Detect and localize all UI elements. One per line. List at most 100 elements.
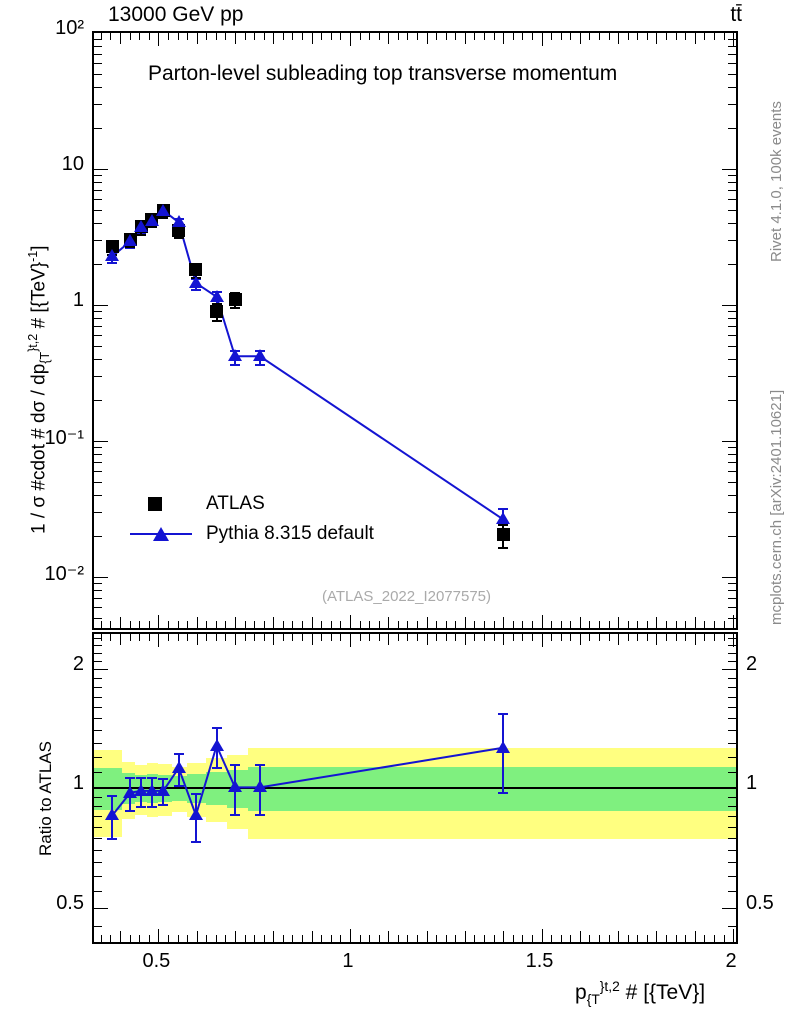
x-tick-top [512, 634, 514, 641]
ratio-data-point [209, 738, 224, 751]
x-tick-top [225, 33, 227, 40]
x-tick-top [512, 33, 514, 40]
x-tick-top [598, 33, 600, 40]
y-tick-right [728, 359, 736, 361]
x-tick-bottom [503, 931, 505, 942]
x-tick-top [273, 634, 275, 645]
pythia-data-point [156, 203, 171, 216]
error-cap-bottom [498, 547, 509, 550]
x-axis-title-sub: {T [586, 991, 600, 1008]
error-cap-top [211, 303, 222, 306]
x-tick-bottom [349, 929, 351, 942]
x-tick-bottom [704, 935, 706, 942]
x-tick-bottom [637, 935, 639, 942]
x-tick-top [464, 634, 466, 645]
x-tick-top [311, 33, 313, 44]
x-tick-top [349, 33, 351, 46]
x-tick-top [254, 634, 256, 641]
x-tick-top [637, 634, 639, 641]
x-tick-top [302, 33, 304, 40]
x-tick-top [397, 33, 399, 40]
legend-item-atlas[interactable]: ATLAS [130, 489, 374, 519]
x-tick-top [493, 33, 495, 40]
x-tick-bottom [598, 621, 600, 628]
x-tick-bottom [704, 621, 706, 628]
error-cap-top [498, 524, 509, 527]
ratio-line [111, 742, 504, 819]
pythia-data-point [123, 234, 138, 247]
ratio-y-tick-left [94, 907, 108, 909]
x-tick-top [541, 33, 543, 46]
x-tick-top [369, 634, 371, 641]
x-tick-bottom [608, 935, 610, 942]
x-tick-top [656, 33, 658, 44]
x-tick-bottom [551, 935, 553, 942]
ratio-y-minor-tick-right [728, 687, 736, 689]
legend-item-pythia[interactable]: Pythia 8.315 default [130, 519, 374, 549]
ratio-plot-frame [92, 632, 738, 944]
x-tick-top [484, 634, 486, 641]
x-tick-top [129, 634, 131, 641]
x-tick-bottom [666, 621, 668, 628]
x-tick-top [215, 634, 217, 641]
main-y-tick-label: 10² [55, 17, 84, 39]
ratio-data-point [171, 760, 186, 773]
error-cap-top [107, 795, 118, 798]
x-tick-top [407, 634, 409, 641]
x-tick-bottom [417, 621, 418, 628]
ratio-data-point [496, 740, 511, 753]
error-cap-bottom [254, 363, 265, 366]
x-tick-bottom [340, 935, 342, 942]
x-tick-bottom [570, 935, 572, 942]
x-tick-bottom [330, 935, 332, 942]
x-tick-top [426, 33, 428, 44]
error-cap-bottom [146, 226, 157, 229]
x-tick-top [100, 634, 102, 641]
x-tick-bottom [177, 621, 179, 628]
legend: ATLAS Pythia 8.315 default [130, 489, 374, 549]
y-tick-left [94, 73, 102, 75]
x-tick-bottom [723, 935, 725, 942]
x-tick-bottom [551, 621, 553, 628]
ratio-y-minor-tick-left [94, 718, 102, 720]
x-tick-top [340, 634, 342, 641]
ratio-reference-line [94, 787, 736, 790]
error-cap-bottom [158, 216, 169, 219]
error-cap-bottom [107, 837, 118, 840]
y-tick-right [728, 209, 736, 211]
y-tick-left [94, 318, 102, 320]
x-tick-bottom [187, 935, 189, 942]
ratio-y-minor-tick-right [728, 660, 736, 662]
pythia-data-point [252, 349, 267, 362]
y-tick-right [728, 87, 736, 89]
y-tick-right [728, 104, 736, 106]
ratio-y-minor-tick-right [728, 891, 736, 893]
x-tick-top [484, 33, 486, 40]
x-tick-bottom [321, 935, 323, 942]
x-tick-bottom [618, 931, 620, 942]
ratio-y-tick-right [722, 907, 736, 909]
x-tick-top [589, 33, 591, 40]
x-tick-bottom [120, 617, 122, 628]
x-tick-top [493, 634, 495, 641]
y-tick-left [94, 400, 102, 402]
x-tick-label: 0.5 [142, 950, 171, 972]
y-tick-left [94, 305, 108, 306]
legend-label-atlas: ATLAS [206, 493, 265, 514]
x-tick-bottom [675, 621, 677, 628]
x-tick-bottom [187, 621, 189, 628]
ratio-y-minor-tick-left [94, 849, 102, 851]
x-tick-top [656, 634, 658, 645]
x-tick-bottom [388, 617, 390, 628]
error-cap-top [136, 776, 147, 779]
y-tick-right [722, 577, 736, 578]
x-tick-top [733, 634, 735, 647]
x-tick-bottom [646, 621, 648, 628]
ratio-y-tick-label-left: 0.5 [56, 891, 84, 914]
pythia-data-point [144, 213, 159, 226]
ratio-y-minor-tick-right [728, 730, 736, 732]
ratio-y-minor-tick-left [94, 806, 102, 808]
y-tick-left [94, 577, 108, 578]
x-tick-bottom [618, 617, 620, 628]
